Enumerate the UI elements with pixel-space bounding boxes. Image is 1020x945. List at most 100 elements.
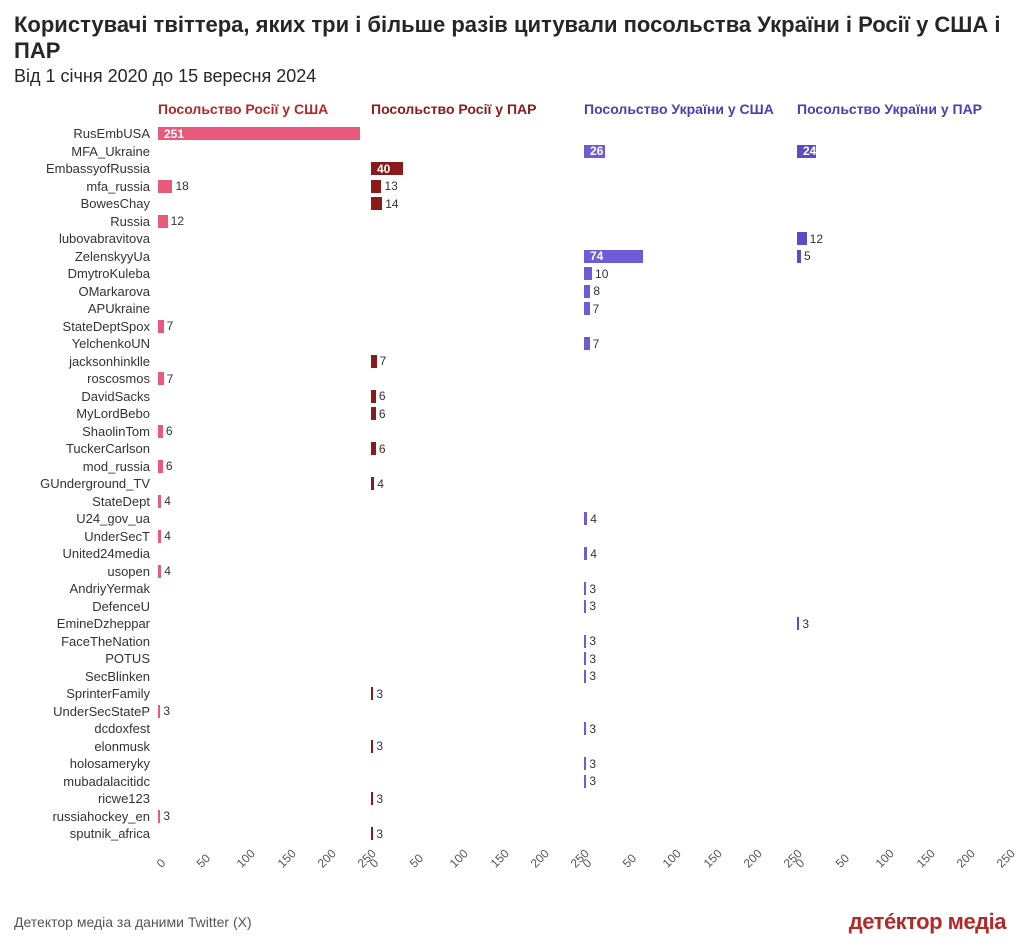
bar (371, 407, 376, 420)
bar-row (158, 825, 367, 843)
bar-row (371, 773, 580, 791)
bar-row: 12 (158, 213, 367, 231)
bar-row: 3 (584, 720, 793, 738)
bar-row (797, 370, 1006, 388)
bar-value-label: 4 (164, 494, 171, 508)
bar-row (797, 738, 1006, 756)
bar-value-label: 7 (167, 319, 174, 333)
bar-row: 6 (371, 405, 580, 423)
bar-row (797, 563, 1006, 581)
bar-row: 6 (371, 440, 580, 458)
account-label: DavidSacks (14, 388, 150, 406)
bar-row: 3 (584, 650, 793, 668)
account-label: UnderSecT (14, 528, 150, 546)
bar-row (797, 213, 1006, 231)
bar-row (371, 143, 580, 161)
bar-row (371, 668, 580, 686)
bar-row: 40 (371, 160, 580, 178)
bar-row (371, 650, 580, 668)
bar (158, 320, 164, 333)
bar-row: 251 (158, 125, 367, 143)
bar-row (371, 458, 580, 476)
bar-row (797, 720, 1006, 738)
bar-row (797, 790, 1006, 808)
axis-tick: 100 (447, 846, 471, 870)
bar (158, 810, 160, 823)
bar-value-label: 3 (589, 634, 596, 648)
bar-value-label: 7 (593, 337, 600, 351)
bar-value-label: 3 (163, 704, 170, 718)
bar-value-label: 3 (163, 809, 170, 823)
bar-row (584, 528, 793, 546)
bar-row (158, 440, 367, 458)
bar-row (158, 545, 367, 563)
bar-value-label: 26 (590, 144, 603, 158)
bar-row: 4 (584, 510, 793, 528)
bar-row (797, 178, 1006, 196)
bar (584, 547, 587, 560)
bar (371, 792, 373, 805)
account-label: EmbassyofRussia (14, 160, 150, 178)
bar-row: 10 (584, 265, 793, 283)
bar-row (797, 388, 1006, 406)
bar (584, 670, 586, 683)
account-label: EmineDzheppar (14, 615, 150, 633)
bar-row (797, 808, 1006, 826)
account-label: POTUS (14, 650, 150, 668)
bar-row: 3 (584, 633, 793, 651)
bar (371, 180, 381, 193)
bar-row (797, 703, 1006, 721)
bar-row: 3 (584, 598, 793, 616)
bar-row (797, 440, 1006, 458)
bar-value-label: 4 (377, 477, 384, 491)
axis-tick: 150 (913, 846, 937, 870)
bar (584, 652, 586, 665)
bar-value-label: 74 (590, 249, 603, 263)
axis-tick: 100 (873, 846, 897, 870)
chart-area: RusEmbUSAMFA_UkraineEmbassyofRussiamfa_r… (14, 101, 1006, 881)
bar (797, 250, 801, 263)
bar-row: 4 (584, 545, 793, 563)
bar (158, 180, 172, 193)
bar-value-label: 7 (593, 302, 600, 316)
account-label: roscosmos (14, 370, 150, 388)
account-label: APUkraine (14, 300, 150, 318)
bar-row (158, 668, 367, 686)
bar-row (371, 563, 580, 581)
bar-row (584, 458, 793, 476)
bar (371, 442, 376, 455)
bar-row (158, 720, 367, 738)
bar (371, 355, 377, 368)
bar-row: 4 (158, 493, 367, 511)
bar-row (158, 510, 367, 528)
bar-row (797, 598, 1006, 616)
bar-row (371, 510, 580, 528)
bar-row (797, 633, 1006, 651)
account-label: FaceTheNation (14, 633, 150, 651)
bar-row (371, 318, 580, 336)
bar-row (158, 738, 367, 756)
account-label: SecBlinken (14, 668, 150, 686)
bar-value-label: 6 (166, 459, 173, 473)
bar-row: 8 (584, 283, 793, 301)
bar-value-label: 3 (376, 739, 383, 753)
bar (158, 495, 161, 508)
bar-row (158, 160, 367, 178)
axis-tick: 0 (580, 855, 595, 870)
axis-tick: 100 (660, 846, 684, 870)
bar-row (584, 423, 793, 441)
bar-row (371, 545, 580, 563)
bar (584, 512, 587, 525)
account-label: usopen (14, 563, 150, 581)
bar-row (158, 265, 367, 283)
bar-row (371, 755, 580, 773)
bar-row (797, 125, 1006, 143)
bar-row (797, 580, 1006, 598)
bar (584, 582, 586, 595)
account-label: Russia (14, 213, 150, 231)
bar-row (584, 178, 793, 196)
bar-row: 12 (797, 230, 1006, 248)
bar-row (158, 300, 367, 318)
bar (584, 722, 586, 735)
axis-tick: 200 (528, 846, 552, 870)
